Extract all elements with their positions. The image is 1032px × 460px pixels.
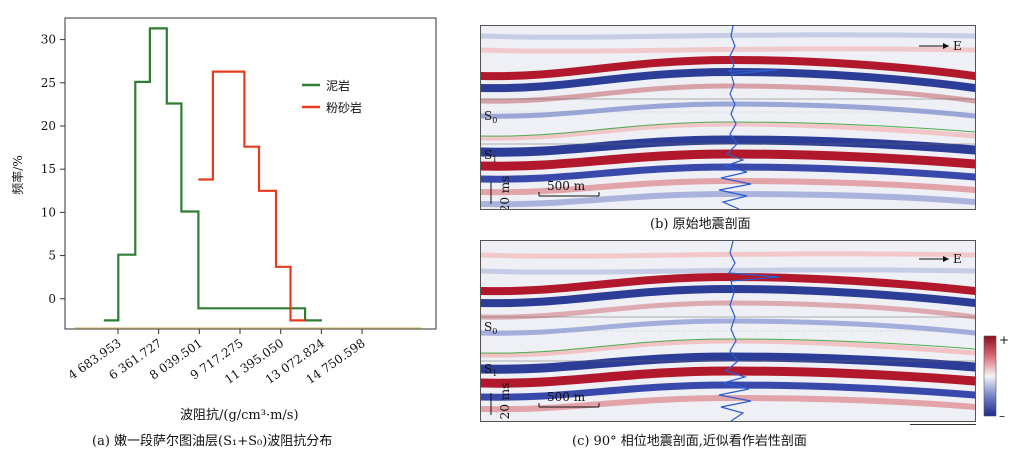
series-line-mudstone [103, 27, 322, 322]
plot-frame [64, 17, 437, 330]
horizon-label-s0: S0 [484, 109, 497, 125]
y-tick-label: 10 [41, 205, 56, 219]
legend: 泥岩 粉砂岩 [302, 78, 362, 115]
y-tick-label: 25 [41, 76, 56, 90]
horizon-label-s1: S1 [484, 148, 497, 164]
horizon-label-s1: S1 [484, 362, 497, 378]
legend-label-mudstone: 泥岩 [326, 78, 350, 93]
distance-scale-label: 500 m [547, 179, 586, 193]
distance-scale-label: 500 m [547, 390, 586, 404]
well-log-trace [718, 26, 778, 209]
colorbar-gradient [983, 335, 997, 417]
seismic-panel-90-phase: E S0 S1 20 ms 500 m [480, 240, 976, 422]
y-tick-label: 30 [41, 33, 56, 47]
caption-c: (c) 90° 相位地震剖面,近似看作岩性剖面 [572, 434, 807, 449]
colorbar-minus-label: – [999, 409, 1005, 422]
time-scale-label: 20 ms [498, 176, 512, 209]
y-axis-label: 频率/% [10, 155, 25, 194]
caption-underline [910, 424, 976, 425]
seismic-panel-original: E S0 S1 20 ms 500 m [480, 25, 976, 210]
caption-a: (a) 嫩一段萨尔图油层(S₁+S₀)波阻抗分布 [92, 434, 333, 449]
y-axis: 0 5 10 15 20 25 30 [41, 33, 65, 306]
y-tick-label: 0 [48, 292, 56, 306]
seismic-image-original: E S0 S1 20 ms 500 m [481, 26, 975, 209]
x-axis-label: 波阻抗/(g/cm³·m/s) [180, 408, 299, 423]
series-group [74, 27, 422, 329]
seismic-image-90-phase: E S0 S1 20 ms 500 m [481, 241, 975, 421]
y-tick-label: 20 [41, 119, 56, 133]
time-scale-label: 20 ms [498, 383, 512, 420]
legend-label-siltstone: 粉砂岩 [326, 100, 362, 115]
well-log-trace [718, 241, 780, 421]
caption-b: (b) 原始地震剖面 [650, 217, 751, 232]
series-line-siltstone [198, 70, 306, 322]
direction-label: E [953, 252, 962, 266]
colorbar: + – [983, 333, 1009, 422]
y-tick-label: 5 [48, 249, 56, 263]
horizon-label-s0: S0 [484, 320, 497, 336]
colorbar-plus-label: + [999, 333, 1009, 347]
y-tick-label: 15 [41, 162, 56, 176]
direction-label: E [953, 39, 962, 53]
